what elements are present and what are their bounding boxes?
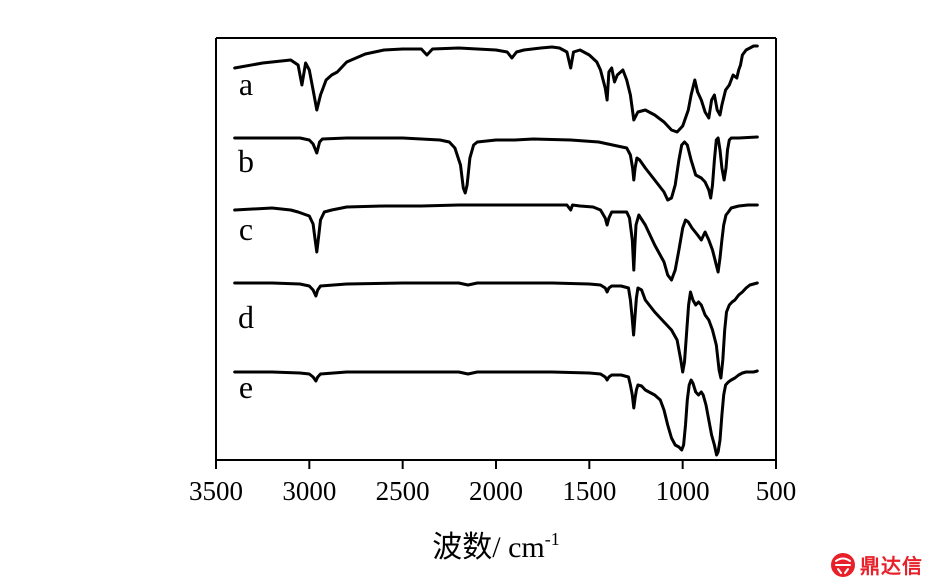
x-axis-ticks: [215, 460, 777, 469]
x-tick-label-2500: 2500: [376, 476, 430, 506]
series-line-e: [233, 369, 759, 457]
watermark-text: 鼎达信: [860, 554, 923, 578]
series-line-d: [233, 281, 759, 380]
x-tick-label-1000: 1000: [656, 476, 710, 506]
x-tick-label-1500: 1500: [562, 476, 616, 506]
plot-frame: [215, 37, 777, 461]
series-line-c: [233, 203, 759, 282]
x-axis-title-main: 波数/ cm: [432, 531, 545, 564]
x-tick-label-2000: 2000: [469, 476, 523, 506]
series-labels: a bc de: [238, 66, 254, 405]
watermark: 鼎达信: [830, 550, 923, 579]
x-tick-label-3500: 3500: [189, 476, 243, 506]
brand-logo-icon: [831, 552, 855, 577]
series-label-c: c: [239, 211, 253, 247]
x-tick-label-500: 500: [756, 476, 797, 506]
series-line-a: [233, 44, 759, 134]
x-tick-label-3000: 3000: [282, 476, 336, 506]
spectra-series: [233, 44, 759, 457]
x-axis-title-superscript: -1: [545, 529, 560, 549]
series-label-e: e: [239, 369, 253, 405]
x-axis-title: 波数/ cm-1: [432, 529, 560, 564]
series-label-d: d: [238, 299, 254, 335]
series-label-b: b: [238, 143, 254, 179]
series-line-b: [233, 135, 759, 202]
series-label-a: a: [239, 66, 253, 102]
x-axis-tick-labels: 3500 3000 2500 2000 1500 1000 500: [189, 476, 796, 506]
